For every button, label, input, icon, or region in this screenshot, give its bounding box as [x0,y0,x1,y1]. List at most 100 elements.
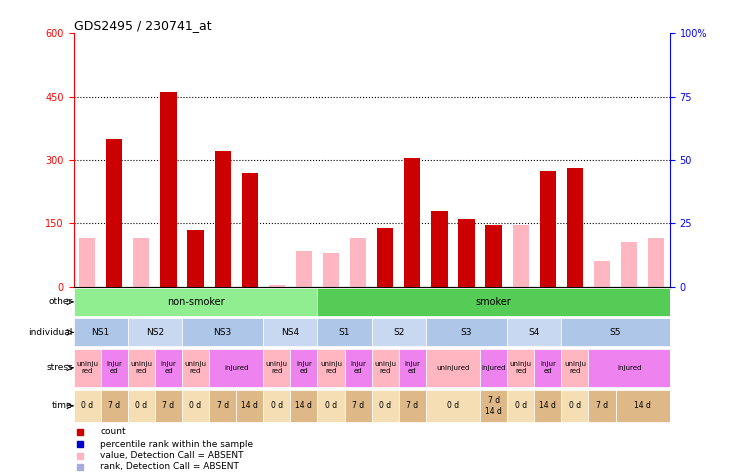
Text: injur
ed: injur ed [296,361,312,374]
Bar [404,158,420,287]
Text: 7 d: 7 d [406,401,418,410]
Text: non-smoker: non-smoker [167,297,224,307]
Bar [128,390,155,422]
Bar [377,228,393,287]
Bar [615,390,670,422]
Text: NS3: NS3 [213,328,232,337]
Bar [263,390,291,422]
Bar [589,349,670,386]
Bar [486,226,502,287]
Text: uninju
red: uninju red [76,361,98,374]
Text: 0 d: 0 d [569,401,581,410]
Text: injur
ed: injur ed [106,361,122,374]
Bar [562,319,670,346]
Text: stress: stress [46,364,73,373]
Bar [317,390,344,422]
Bar [431,210,447,287]
Text: uninju
red: uninju red [510,361,531,374]
Text: NS2: NS2 [146,328,164,337]
Bar [589,390,615,422]
Point [74,428,85,436]
Text: S1: S1 [339,328,350,337]
Bar [317,349,344,386]
Bar [317,288,670,316]
Text: NS4: NS4 [281,328,300,337]
Text: 14 d: 14 d [634,401,651,410]
Text: NS1: NS1 [91,328,110,337]
Bar [291,349,317,386]
Bar [372,390,399,422]
Bar [372,319,426,346]
Text: 7 d: 7 d [596,401,608,410]
Text: injured: injured [224,365,248,371]
Text: uninju
red: uninju red [130,361,152,374]
Bar [648,238,665,287]
Bar [539,171,556,287]
Bar [241,173,258,287]
Bar [209,349,263,386]
Bar [155,390,182,422]
Text: injur
ed: injur ed [160,361,177,374]
Bar [263,349,291,386]
Bar [399,349,426,386]
Point [74,440,85,448]
Bar [188,230,204,287]
Bar [106,139,122,287]
Text: 0 d: 0 d [135,401,147,410]
Text: injur
ed: injur ed [540,361,556,374]
Bar [507,390,534,422]
Text: time: time [52,401,73,410]
Text: uninjured: uninjured [436,365,470,371]
Text: count: count [100,428,126,437]
Bar [350,238,367,287]
Bar [182,390,209,422]
Bar [459,219,475,287]
Text: 0 d: 0 d [379,401,392,410]
Text: 0 d: 0 d [81,401,93,410]
Bar [101,349,128,386]
Text: 0 d: 0 d [447,401,459,410]
Text: 14 d: 14 d [241,401,258,410]
Text: 0 d: 0 d [514,401,527,410]
Text: 0 d: 0 d [271,401,283,410]
Bar [128,349,155,386]
Bar [567,168,583,287]
Text: smoker: smoker [475,297,512,307]
Bar [209,390,236,422]
Text: 14 d: 14 d [539,401,556,410]
Text: S3: S3 [461,328,473,337]
Bar [480,390,507,422]
Bar [323,253,339,287]
Text: uninju
red: uninju red [320,361,342,374]
Bar [399,390,426,422]
Bar [317,319,372,346]
Text: 7 d: 7 d [108,401,120,410]
Bar [507,319,562,346]
Bar [507,349,534,386]
Bar [74,390,101,422]
Bar [263,319,317,346]
Bar [562,349,589,386]
Bar [133,238,149,287]
Text: uninju
red: uninju red [374,361,396,374]
Bar [594,261,610,287]
Bar [182,319,263,346]
Point [74,452,85,459]
Bar [426,319,507,346]
Text: uninju
red: uninju red [185,361,207,374]
Bar [344,390,372,422]
Text: 7 d
14 d: 7 d 14 d [485,396,502,416]
Bar [182,349,209,386]
Text: 7 d: 7 d [352,401,364,410]
Bar [214,152,231,287]
Text: uninju
red: uninju red [564,361,586,374]
Text: S2: S2 [393,328,405,337]
Bar [372,349,399,386]
Text: injured: injured [481,365,506,371]
Text: 14 d: 14 d [295,401,312,410]
Text: S4: S4 [528,328,540,337]
Bar [426,390,480,422]
Bar [621,242,637,287]
Bar [101,390,128,422]
Bar [160,92,177,287]
